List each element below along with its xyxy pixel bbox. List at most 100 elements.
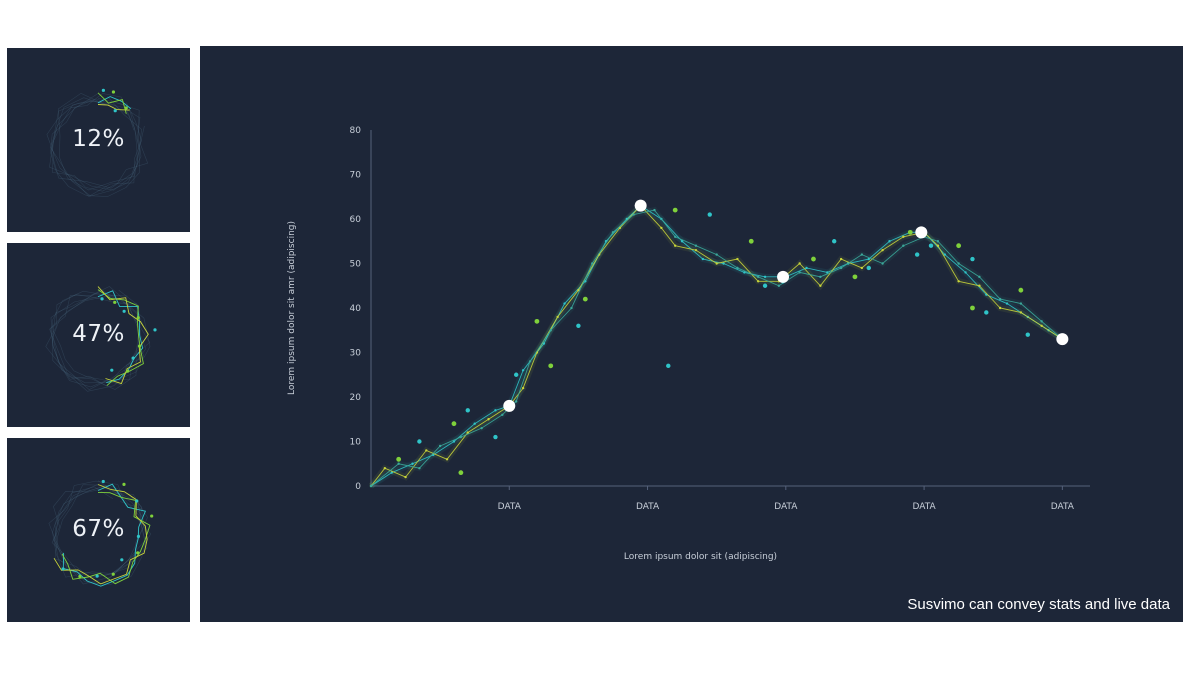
series-vertex	[936, 240, 940, 243]
ring-dot	[122, 482, 126, 487]
x-tick-label: DATA	[912, 502, 936, 512]
scatter-point-teal	[493, 434, 498, 440]
series-vertex	[521, 369, 525, 372]
ring-dot	[131, 356, 135, 360]
ring-graphic-3	[48, 479, 154, 587]
series-vertex	[798, 271, 801, 274]
main-chart-panel: 0 10 20 30 40 50 60 70 80 DATA DATA DATA DATA DATA Lor…	[200, 46, 1183, 622]
series-vertex	[888, 240, 891, 243]
series-vertex	[763, 275, 767, 279]
series-glow-2	[369, 206, 1065, 489]
scatter-point-teal	[984, 310, 989, 315]
scatter-point-teal	[576, 323, 581, 328]
series-vertex	[390, 471, 393, 474]
series-vertex	[805, 266, 808, 270]
series-vertex	[839, 257, 843, 261]
ring-progress-strand	[97, 92, 127, 114]
scatter-point-teal	[928, 243, 934, 248]
ring-dot	[137, 344, 142, 348]
series-vertex	[591, 262, 594, 265]
series-vertex	[563, 302, 566, 305]
scatter-point-teal	[914, 252, 920, 257]
series-vertex	[680, 240, 684, 243]
series-vertex	[756, 275, 760, 279]
series-vertex	[798, 262, 801, 265]
stat-card-3: 67%	[7, 438, 190, 622]
series-vertex	[736, 266, 739, 270]
ring-strand	[50, 289, 151, 384]
series-vertex	[494, 409, 497, 412]
scatter-point-green	[548, 363, 554, 369]
scatter-point-green	[811, 256, 816, 262]
scatter-point-green	[956, 243, 962, 249]
series-vertex	[632, 213, 635, 216]
series-vertex	[480, 426, 483, 430]
series-vertex	[383, 467, 387, 470]
y-tick-label: 60	[350, 215, 362, 225]
ring-dot	[122, 309, 126, 313]
scatter-point-teal	[1025, 332, 1030, 337]
series-vertex	[521, 386, 525, 390]
ring-dot	[78, 574, 82, 579]
x-axis-title: Lorem ipsum dolor sit (adipiscing)	[624, 552, 777, 562]
series-vertex	[902, 244, 905, 247]
x-tick-label: DATA	[636, 502, 660, 512]
ring-strand	[49, 294, 147, 392]
series-vertex	[839, 266, 843, 270]
ring-dot	[101, 88, 105, 92]
series-vertex	[826, 271, 829, 274]
stat-card-2: 47%	[7, 243, 190, 427]
stat-card-1: 12%	[7, 48, 190, 232]
ring-strand	[50, 93, 140, 189]
scatter-point-teal	[866, 265, 871, 271]
y-tick-label: 10	[350, 438, 362, 448]
scatter-point-teal	[513, 372, 519, 377]
series-vertex	[902, 235, 905, 238]
series-vertex	[701, 257, 705, 261]
y-tick-label: 70	[350, 171, 362, 181]
ring-dot	[120, 558, 124, 562]
ring-dot	[150, 514, 154, 518]
series-vertex	[418, 467, 421, 470]
y-tick-label: 20	[350, 393, 362, 403]
scatter-point-green	[582, 296, 588, 302]
scatter-point-teal	[762, 283, 768, 288]
series-vertex	[881, 262, 884, 265]
ring-dot	[95, 574, 99, 578]
highlight-marker	[634, 199, 647, 212]
line-chart: 0 10 20 30 40 50 60 70 80 DATA DATA DATA DATA DATA Lor…	[287, 126, 1090, 562]
ring-dot	[110, 368, 114, 372]
ring-dot	[100, 297, 104, 301]
series-vertex	[501, 413, 504, 416]
scatter-point-teal	[832, 239, 837, 244]
series-vertex	[570, 306, 573, 310]
series-vertex	[397, 462, 400, 465]
series-vertex	[404, 475, 407, 479]
highlight-marker	[503, 399, 516, 412]
series-vertex	[978, 284, 981, 287]
series-vertex	[736, 257, 739, 261]
ring-dot	[136, 551, 140, 555]
ring-dot	[111, 572, 115, 576]
series-vertex	[556, 315, 559, 319]
ring-dot	[101, 479, 105, 484]
series-vertex	[542, 342, 546, 345]
ring-dot	[135, 499, 139, 503]
series-vertex	[673, 235, 677, 238]
ring-progress-strand	[97, 96, 132, 110]
series-vertex	[819, 275, 822, 279]
stat-percent-1: 12%	[72, 126, 125, 152]
y-tick-label: 50	[350, 260, 362, 270]
series-vertex	[438, 444, 442, 448]
scatter-point-teal	[970, 256, 975, 262]
ring-strand	[52, 98, 138, 197]
ring-strand	[52, 486, 148, 578]
series-vertex	[549, 329, 552, 332]
scatter-point-teal	[707, 212, 712, 217]
series-vertex	[653, 208, 656, 212]
ring-graphic-2	[45, 286, 157, 392]
series-vertex	[369, 484, 373, 488]
series-vertex	[411, 462, 414, 465]
ring-dot	[61, 567, 65, 571]
series-vertex	[452, 440, 456, 443]
